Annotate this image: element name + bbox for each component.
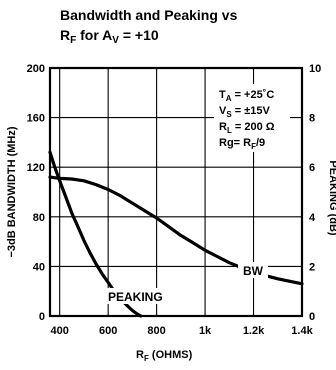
x-tick-label-5: 1.4k (291, 325, 313, 337)
y-right-tick-label-0: 0 (309, 311, 315, 323)
x-tick-label-2: 800 (147, 325, 165, 337)
series-label-bw: BW (243, 264, 264, 278)
x-tick-label-1: 600 (99, 325, 117, 337)
y-right-tick-label-1: 2 (309, 261, 315, 273)
condition-temp: TA = +25˚C (219, 89, 274, 103)
axis-ticks: 400 600 800 1k 1.2k 1.4k 0 40 80 120 160 200 0 2 4 6 8 10 (27, 63, 322, 337)
condition-supply: VS = ±15V (219, 105, 270, 119)
y-left-tick-label-3: 120 (27, 162, 45, 174)
plot-frame (48, 66, 304, 318)
series (48, 150, 304, 318)
y-right-tick-label-4: 8 (309, 113, 315, 125)
y-left-tick-label-1: 40 (33, 261, 45, 273)
y-left-tick-label-2: 80 (33, 212, 45, 224)
x-tick-label-3: 1k (199, 325, 212, 337)
peaking-label-background (104, 288, 172, 304)
y-right-tick-label-3: 6 (309, 162, 315, 174)
y-right-tick-label-5: 10 (309, 63, 321, 75)
y-left-tick-label-0: 0 (39, 311, 45, 323)
x-tick-label-4: 1.2k (243, 325, 265, 337)
series-label-peaking: PEAKING (108, 290, 163, 304)
condition-rg: Rg= RF/9 (219, 137, 265, 151)
condition-load: RL = 200 Ω (219, 121, 275, 135)
conditions-background (214, 84, 290, 152)
y-axis-left-title: −3dB BANDWIDTH (MHz) (6, 126, 18, 257)
y-left-tick-label-5: 200 (27, 63, 45, 75)
chart-title-line2: RF for AV = +10 (60, 27, 159, 46)
chart-title-line1: Bandwidth and Peaking vs (60, 7, 238, 23)
y-left-tick-label-4: 160 (27, 113, 45, 125)
series-line-peaking (48, 150, 143, 318)
x-axis-title: RF (OHMS) (136, 349, 193, 363)
x-tick-label-0: 400 (51, 325, 69, 337)
conditions-box: TA = +25˚C VS = ±15V RL = 200 Ω Rg= RF/9 (214, 84, 290, 152)
bw-label-background (238, 262, 268, 278)
y-axis-right-title: PEAKING (dB) (327, 160, 336, 236)
y-right-tick-label-2: 4 (309, 212, 316, 224)
